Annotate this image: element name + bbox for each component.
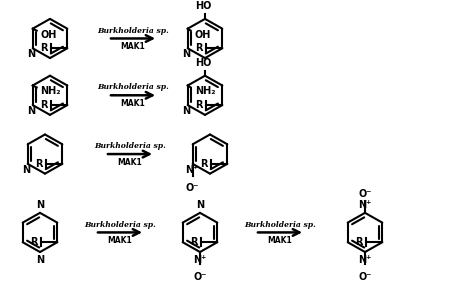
Text: MAK1: MAK1	[120, 42, 146, 51]
Text: Burkholderia sp.: Burkholderia sp.	[97, 26, 169, 35]
Text: R: R	[201, 159, 208, 169]
Text: N⁺: N⁺	[358, 200, 372, 210]
Text: R: R	[196, 100, 203, 110]
Text: OH: OH	[41, 30, 57, 40]
Text: OH: OH	[195, 30, 211, 40]
Text: N⁺: N⁺	[358, 255, 372, 265]
Text: R: R	[196, 43, 203, 53]
Text: O⁻: O⁻	[358, 189, 372, 199]
Text: O⁻: O⁻	[193, 272, 207, 282]
Text: Burkholderia sp.: Burkholderia sp.	[94, 142, 166, 150]
Text: N: N	[23, 165, 31, 175]
Text: MAK1: MAK1	[108, 236, 132, 245]
Text: Burkholderia sp.: Burkholderia sp.	[244, 221, 316, 228]
Text: R: R	[36, 159, 43, 169]
Text: R: R	[356, 237, 363, 247]
Text: R: R	[41, 100, 48, 110]
Text: NH₂: NH₂	[195, 86, 215, 97]
Text: N: N	[182, 106, 191, 116]
Text: N⁺: N⁺	[185, 165, 198, 175]
Text: N⁺: N⁺	[193, 255, 207, 265]
Text: Burkholderia sp.: Burkholderia sp.	[97, 83, 169, 92]
Text: HO: HO	[195, 1, 211, 11]
Text: HO: HO	[195, 58, 211, 68]
Text: R: R	[30, 237, 38, 247]
Text: MAK1: MAK1	[118, 158, 142, 167]
Text: N: N	[196, 200, 204, 210]
Text: N: N	[27, 106, 36, 116]
Text: N: N	[36, 200, 44, 210]
Text: R: R	[41, 43, 48, 53]
Text: N: N	[36, 255, 44, 265]
Text: O⁻: O⁻	[186, 183, 200, 194]
Text: N: N	[182, 49, 191, 59]
Text: NH₂: NH₂	[40, 86, 60, 97]
Text: Burkholderia sp.: Burkholderia sp.	[84, 221, 156, 228]
Text: N: N	[27, 49, 36, 59]
Text: R: R	[191, 237, 198, 247]
Text: MAK1: MAK1	[120, 99, 146, 108]
Text: MAK1: MAK1	[268, 236, 292, 245]
Text: O⁻: O⁻	[358, 272, 372, 282]
